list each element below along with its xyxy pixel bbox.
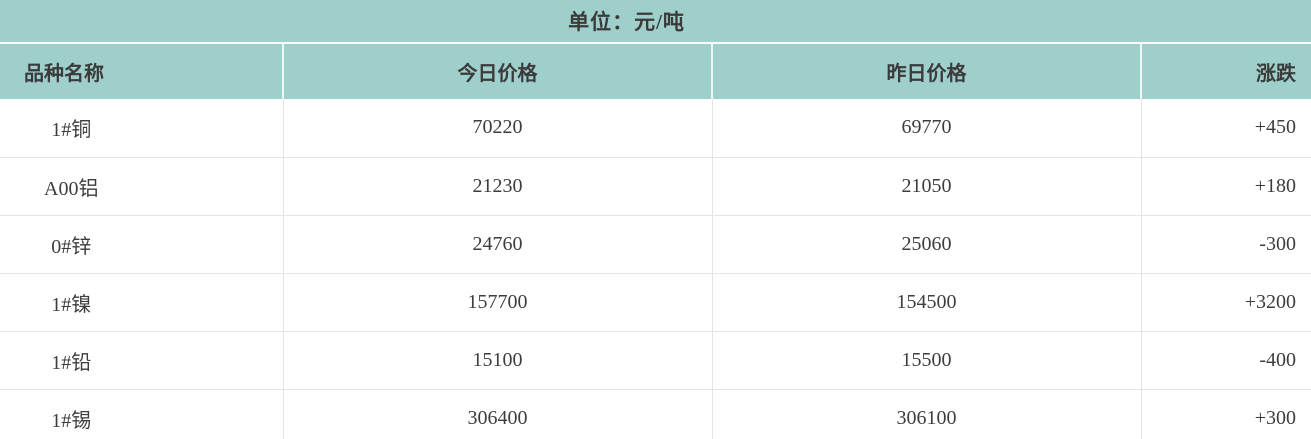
table-row: 1#铜 70220 69770 +450 <box>0 99 1311 157</box>
cell-yesterday-price: 306100 <box>712 388 1142 439</box>
unit-label: 单位：元/吨 <box>568 10 685 34</box>
table-row: 1#锡 306400 306100 +300 <box>0 388 1311 439</box>
cell-today-price: 70220 <box>283 99 713 157</box>
cell-product-name: 1#铅 <box>0 330 284 389</box>
cell-yesterday-price: 15500 <box>712 330 1142 389</box>
cell-price-change: +3200 <box>1141 272 1311 331</box>
cell-yesterday-price: 21050 <box>712 156 1142 215</box>
cell-yesterday-price: 69770 <box>712 99 1142 157</box>
cell-product-name: A00铝 <box>0 156 284 215</box>
header-row: 品种名称 今日价格 昨日价格 涨跌 <box>0 44 1311 99</box>
cell-today-price: 15100 <box>283 330 713 389</box>
cell-product-name: 1#锡 <box>0 388 284 439</box>
column-header-change: 涨跌 <box>1141 44 1311 99</box>
cell-price-change: +300 <box>1141 388 1311 439</box>
table-row: A00铝 21230 21050 +180 <box>0 156 1311 215</box>
cell-today-price: 21230 <box>283 156 713 215</box>
cell-today-price: 24760 <box>283 214 713 273</box>
cell-price-change: +450 <box>1141 99 1311 157</box>
cell-price-change: +180 <box>1141 156 1311 215</box>
cell-price-change: -400 <box>1141 330 1311 389</box>
column-header-today-price: 今日价格 <box>283 44 713 99</box>
table-row: 0#锌 24760 25060 -300 <box>0 214 1311 273</box>
metal-price-table: 品种名称 今日价格 昨日价格 涨跌 1#铜 70220 69770 +450 A00铝 2… <box>0 44 1311 439</box>
cell-yesterday-price: 25060 <box>712 214 1142 273</box>
cell-product-name: 1#铜 <box>0 99 284 157</box>
cell-product-name: 0#锌 <box>0 214 284 273</box>
column-header-name: 品种名称 <box>0 44 284 99</box>
cell-today-price: 306400 <box>283 388 713 439</box>
unit-bar: 单位：元/吨 <box>0 0 1311 44</box>
cell-yesterday-price: 154500 <box>712 272 1142 331</box>
column-header-yesterday-price: 昨日价格 <box>712 44 1142 99</box>
table-body: 1#铜 70220 69770 +450 A00铝 21230 21050 +180 0#锌 24… <box>0 99 1311 439</box>
cell-product-name: 1#镍 <box>0 272 284 331</box>
cell-price-change: -300 <box>1141 214 1311 273</box>
cell-today-price: 157700 <box>283 272 713 331</box>
table-row: 1#镍 157700 154500 +3200 <box>0 272 1311 331</box>
table-row: 1#铅 15100 15500 -400 <box>0 330 1311 389</box>
